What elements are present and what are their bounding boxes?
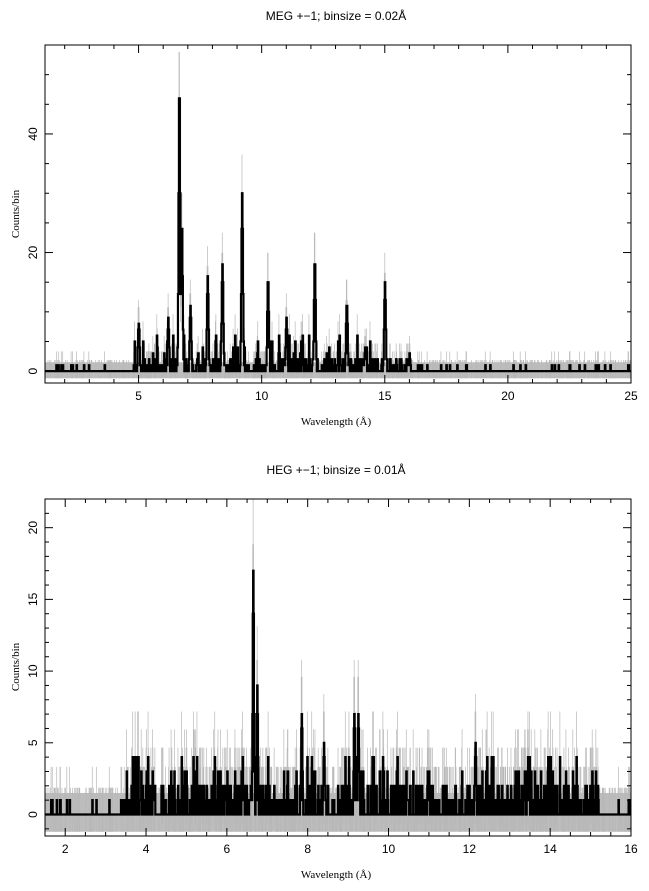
meg-ylabel: Counts/bin: [10, 189, 22, 238]
meg-title: MEG +−1; binsize = 0.02Å: [266, 8, 406, 23]
error-bars: [45, 51, 631, 379]
x-tick-label: 16: [624, 842, 638, 856]
x-tick-label: 25: [624, 389, 638, 403]
x-tick-label: 10: [382, 842, 396, 856]
spectrum-line: [45, 569, 631, 816]
meg-panel: MEG +−1; binsize = 0.02Å 5 10 15 20 2502040 …: [10, 8, 638, 428]
heg-title: HEG +−1; binsize = 0.01Å: [266, 462, 405, 477]
heg-plot-area: [45, 499, 631, 832]
y-tick-label: 20: [26, 246, 40, 260]
y-tick-label: 0: [26, 367, 40, 374]
y-tick-label: 40: [26, 127, 40, 141]
heg-ticks: 2 4 6 8 10 12 14 16 0 5 10 15 20: [26, 498, 638, 856]
y-tick-label: 15: [26, 592, 40, 606]
y-tick-label: 5: [26, 739, 40, 746]
x-tick-label: 20: [501, 389, 515, 403]
spectrum-line: [45, 97, 631, 373]
heg-frame: [44, 498, 632, 837]
meg-ticks: 5 10 15 20 25 0 20 40: [26, 44, 638, 403]
x-tick-label: 2: [62, 842, 69, 856]
x-tick-label: 12: [463, 842, 477, 856]
y-tick-label: 0: [26, 811, 40, 818]
meg-xlabel: Wavelength (Å): [301, 416, 372, 428]
heg-ylabel: Counts/bin: [10, 642, 22, 691]
x-tick-label: 8: [304, 842, 311, 856]
x-tick-label: 6: [224, 842, 231, 856]
meg-plot-area: [45, 51, 631, 379]
heg-panel: HEG +−1; binsize = 0.01Å 2 4 6 8 10 12 14 16 0 5 1…: [10, 462, 638, 881]
x-tick-label: 15: [378, 389, 392, 403]
x-tick-label: 5: [135, 389, 142, 403]
y-tick-label: 20: [26, 521, 40, 535]
heg-xlabel: Wavelength (Å): [301, 869, 372, 881]
y-tick-label: 10: [26, 664, 40, 678]
x-tick-label: 4: [143, 842, 150, 856]
x-tick-label: 14: [543, 842, 557, 856]
x-tick-label: 10: [255, 389, 269, 403]
meg-frame: [44, 44, 632, 384]
